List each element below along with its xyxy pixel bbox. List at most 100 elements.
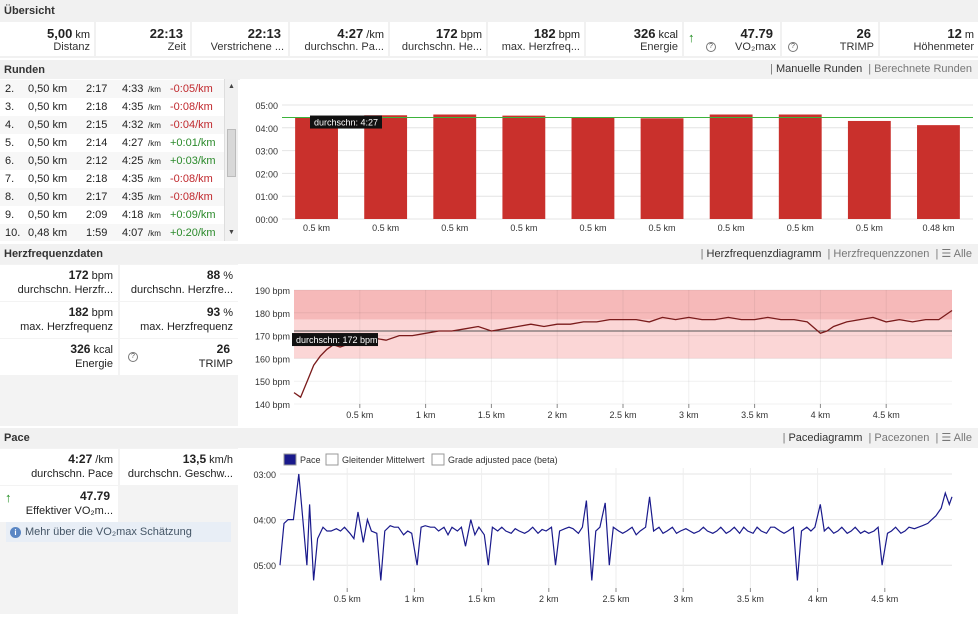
stat-value: 13,5 km/h: [183, 452, 233, 466]
lap-time: 2:18: [86, 173, 108, 185]
lap-time: 2:12: [86, 155, 108, 167]
hr-menu-icon[interactable]: ☰: [941, 248, 952, 260]
laps-scrollbar[interactable]: ▲ ▼: [224, 79, 238, 241]
vo2max-info-link[interactable]: i Mehr über die VO₂max Schätzung: [6, 522, 231, 542]
lap-pace: 4:25: [122, 155, 144, 167]
lap-bar: [640, 118, 684, 219]
stat-number: 47.79: [79, 489, 110, 503]
y-tick-label: 04:00: [253, 516, 276, 526]
tab-hr-chart[interactable]: Herzfrequenzdiagramm: [706, 248, 822, 260]
overview-number: 172: [435, 26, 458, 41]
lap-dist: 0,50 km: [28, 173, 68, 185]
tab-manual-laps[interactable]: Manuelle Runden: [775, 63, 863, 75]
lap-row[interactable]: 7. 0,50 km 2:18 4:35 -0:08/km/km: [0, 170, 224, 188]
lap-bar: [709, 114, 753, 219]
lap-bar: [571, 117, 615, 219]
stat-label: durchschn. Geschw...: [127, 468, 233, 480]
overview-number: 22:13: [149, 26, 183, 41]
lap-row[interactable]: 6. 0,50 km 2:12 4:25 +0:03/km/km: [0, 152, 224, 170]
help-icon[interactable]: ?: [788, 42, 798, 52]
avg-badge: [310, 115, 382, 129]
lap-row[interactable]: 9. 0,50 km 2:09 4:18 +0:09/km/km: [0, 206, 224, 224]
lap-n: 2.: [5, 83, 15, 95]
stat-number: 4:27: [68, 452, 93, 466]
lap-pace-unit: /km: [148, 85, 161, 94]
tab-calculated-laps[interactable]: Berechnete Runden: [874, 63, 972, 75]
lap-time: 2:09: [86, 209, 108, 221]
x-tick-label: 4 km: [808, 594, 828, 604]
y-tick-label: 01:00: [255, 192, 278, 202]
pace-header: Pace | Pacediagramm | Pacezonen | ☰ Alle: [0, 428, 978, 448]
laps-title: Runden: [4, 64, 45, 76]
pace-menu-all[interactable]: Alle: [953, 432, 972, 444]
lap-diff: +0:09/km: [170, 209, 216, 221]
stat-label: max. Herzfrequenz: [140, 321, 233, 333]
lap-pace-unit: /km: [148, 121, 161, 130]
overview-label: Höhenmeter: [913, 41, 974, 53]
lap-n: 3.: [5, 101, 15, 113]
scroll-thumb[interactable]: [227, 129, 236, 177]
lap-pace: 4:35: [122, 173, 144, 185]
overview-cell: 172 bpm durchschn. He...: [390, 22, 486, 56]
overview-section: Übersicht 5,00 km Distanz 22:13 Zeit 22:13 Ver…: [0, 0, 978, 58]
overview-unit: m: [964, 29, 974, 41]
avg-label: durchschn: 4:27: [314, 118, 378, 128]
legend-label: Pace: [300, 455, 321, 465]
overview-value: 22:13: [248, 26, 284, 41]
overview-label: Energie: [640, 41, 678, 53]
x-tick-label: 0.5 km: [718, 223, 745, 233]
scroll-up-icon[interactable]: ▲: [228, 83, 235, 90]
help-icon[interactable]: ?: [706, 42, 716, 52]
help-icon[interactable]: ?: [128, 352, 138, 362]
lap-bar: [917, 125, 960, 219]
stat-value: 172 bpm: [69, 268, 113, 282]
stat-label: durchschn. Herzfre...: [130, 284, 233, 296]
lap-diff: -0:08/km: [170, 191, 213, 203]
lap-time: 1:59: [86, 227, 108, 239]
lap-pace: 4:07: [122, 227, 144, 239]
lap-row[interactable]: 8. 0,50 km 2:17 4:35 -0:08/km/km: [0, 188, 224, 206]
x-tick-label: 0.5 km: [510, 223, 537, 233]
lap-time: 2:14: [86, 137, 108, 149]
stat-unit: bpm: [91, 270, 113, 282]
y-tick-label: 05:00: [253, 561, 276, 571]
overview-value: 182 bpm: [534, 26, 580, 41]
lap-row[interactable]: 5. 0,50 km 2:14 4:27 +0:01/km/km: [0, 134, 224, 152]
x-tick-label: 0.5 km: [441, 223, 468, 233]
tab-pace-chart[interactable]: Pacediagramm: [788, 432, 863, 444]
overview-label: Distanz: [53, 41, 90, 53]
overview-unit: bpm: [558, 29, 580, 41]
y-tick-label: 150 bpm: [255, 377, 290, 387]
lap-diff: -0:08/km: [170, 173, 213, 185]
avg-badge: [292, 333, 378, 347]
lap-row[interactable]: 4. 0,50 km 2:15 4:32 -0:04/km/km: [0, 116, 224, 134]
lap-row[interactable]: 3. 0,50 km 2:18 4:35 -0:08/km/km: [0, 98, 224, 116]
pace-line: [279, 473, 953, 581]
legend-swatch: [325, 453, 339, 466]
x-tick-label: 0.5 km: [649, 223, 676, 233]
lap-dist: 0,50 km: [28, 101, 68, 113]
stat-unit: bpm: [91, 307, 113, 319]
overview-label: max. Herzfreq...: [501, 41, 580, 53]
tab-hr-zones[interactable]: Herzfrequenzzonen: [833, 248, 930, 260]
stat-value: 88%: [207, 268, 233, 282]
laps-chart: 00:00 01:00 02:00 03:00 04:00 05:00 0.5 km 0.5 …: [240, 79, 978, 241]
pace-menu-icon[interactable]: ☰: [941, 432, 952, 444]
stat-value: 326 kcal: [70, 342, 113, 356]
stat-unit: /km: [95, 454, 113, 466]
hr-zone-mid: [294, 319, 952, 359]
x-tick-label: 2.5 km: [602, 594, 629, 604]
lap-diff: -0:08/km: [170, 101, 213, 113]
tab-pace-zones[interactable]: Pacezonen: [874, 432, 930, 444]
stat-unit: km/h: [209, 454, 233, 466]
stat-unit: %: [223, 270, 233, 282]
stat-number: 172: [68, 268, 89, 282]
lap-row[interactable]: 10. 0,48 km 1:59 4:07 +0:20/km/km: [0, 224, 224, 241]
hr-menu-all[interactable]: Alle: [953, 248, 972, 260]
lap-row[interactable]: 2. 0,50 km 2:17 4:33 -0:05/km/km: [0, 80, 224, 98]
overview-value: 5,00 km: [47, 26, 90, 41]
stat-label: Effektiver VO₂m...: [25, 505, 113, 517]
y-tick-label: 180 bpm: [255, 309, 290, 319]
lap-dist: 0,50 km: [28, 209, 68, 221]
scroll-down-icon[interactable]: ▼: [228, 229, 235, 236]
